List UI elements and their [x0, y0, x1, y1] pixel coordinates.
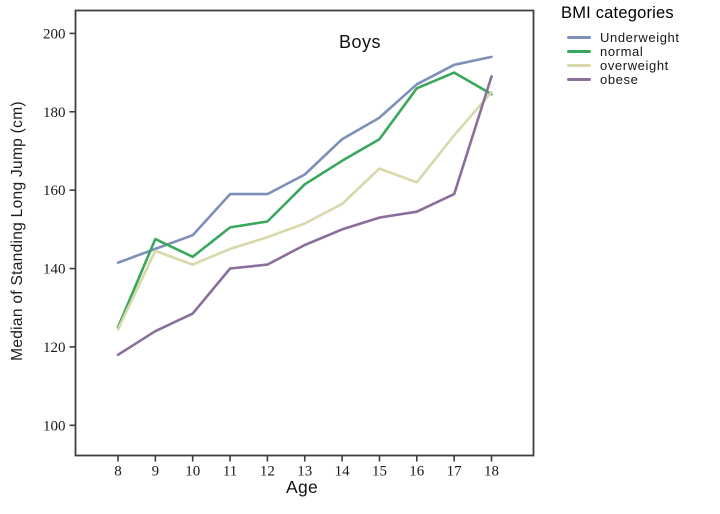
series-line-obese	[116, 75, 493, 357]
legend-items: Underweight normal overweight obese	[561, 29, 719, 87]
legend-swatch-icon	[567, 63, 591, 67]
x-tick-label: 8	[114, 464, 122, 480]
y-tick-label: 200	[43, 26, 66, 42]
x-tick-label: 16	[409, 464, 425, 480]
legend: BMI categories Underweight normal overweig…	[561, 4, 719, 87]
series-line-underweight	[116, 55, 493, 265]
legend-label: Underweight	[600, 29, 680, 45]
legend-item-obese: obese	[567, 71, 719, 87]
y-tick-label: 120	[43, 340, 66, 356]
y-axis-title: Median of Standing Long Jump (cm)	[9, 101, 26, 361]
legend-title: BMI categories	[561, 4, 674, 22]
legend-swatch-icon	[567, 77, 591, 81]
x-tick-label: 9	[152, 464, 160, 480]
x-axis-title: Age	[285, 477, 319, 497]
x-tick-label: 15	[372, 464, 387, 480]
legend-label: overweight	[600, 57, 669, 73]
legend-label: obese	[600, 71, 639, 87]
x-tick-label: 12	[260, 464, 275, 480]
legend-swatch-icon	[567, 49, 591, 53]
series-line-normal	[116, 71, 493, 329]
series-line-overweight	[116, 90, 493, 331]
x-tick-label: 18	[484, 464, 499, 480]
legend-swatch-icon	[567, 35, 591, 39]
x-tick-label: 11	[223, 464, 237, 480]
x-tick-label: 13	[297, 464, 312, 480]
legend-label: normal	[600, 43, 644, 59]
y-tick-label: 160	[43, 183, 66, 199]
y-tick-label: 140	[43, 262, 66, 278]
legend-item-normal: normal	[567, 43, 719, 59]
x-tick-label: 10	[185, 464, 200, 480]
legend-item-underweight: Underweight	[567, 29, 719, 45]
chart-title: Boys	[338, 32, 382, 52]
x-tick-label: 14	[335, 464, 351, 480]
y-tick-label: 100	[43, 418, 66, 434]
x-tick-label: 17	[447, 464, 463, 480]
y-tick-label: 180	[43, 105, 66, 121]
legend-item-overweight: overweight	[567, 57, 719, 73]
